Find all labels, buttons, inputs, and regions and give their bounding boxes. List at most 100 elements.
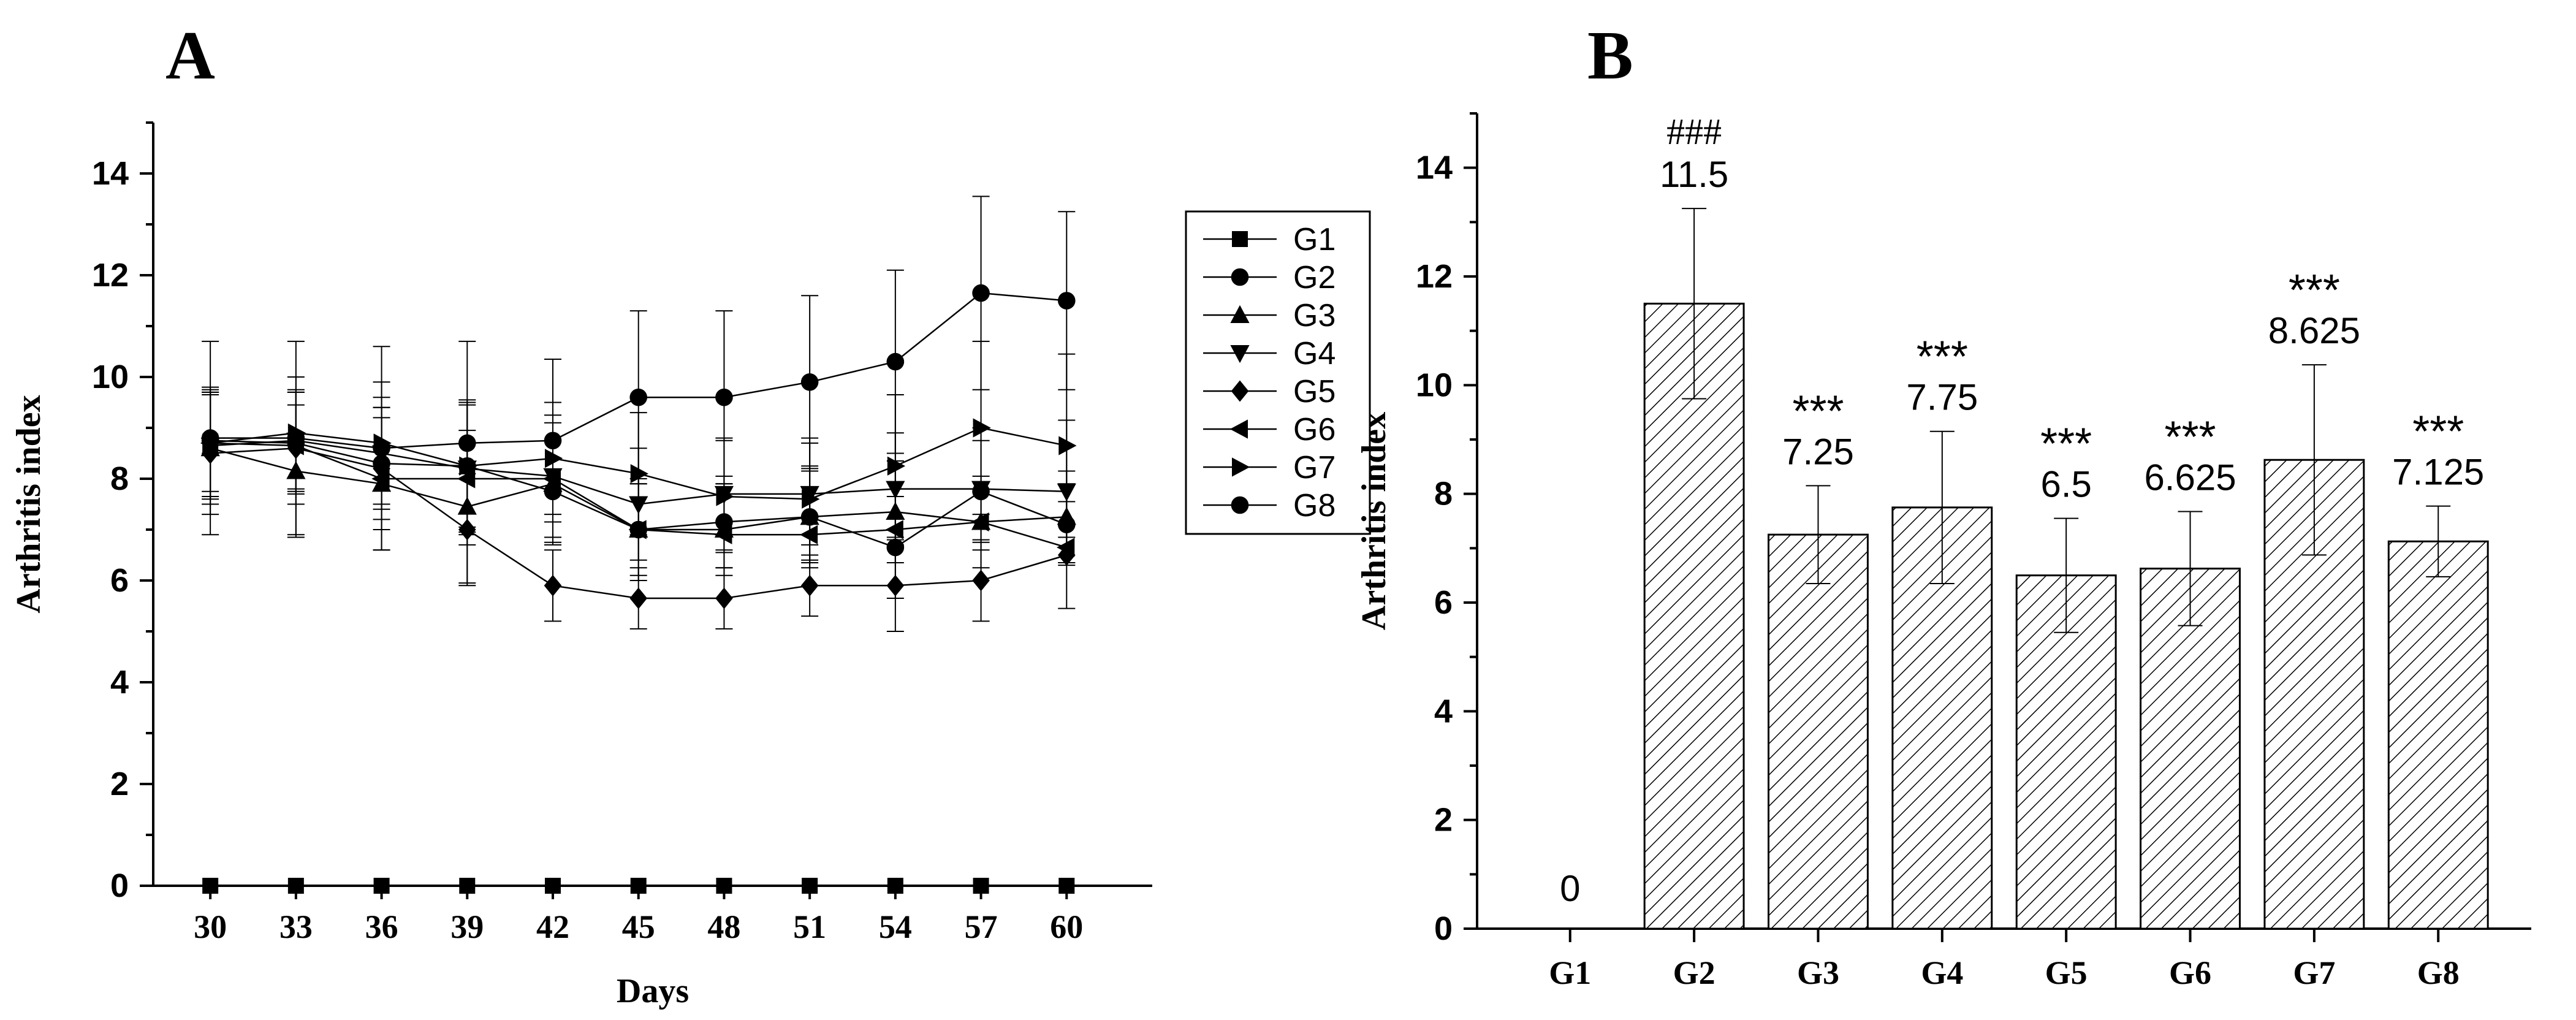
point-g6 [885,520,903,539]
bar-g6 [2140,568,2241,930]
point-g1 [287,878,304,894]
panel-a-y-tick-label: 14 [92,155,129,192]
point-g6 [1057,538,1075,557]
point-g7 [802,489,820,509]
point-g7 [1058,436,1077,455]
point-g2 [1057,292,1076,310]
point-g4 [886,481,905,499]
panel-a-x-tick-label: 36 [365,908,398,945]
significance-label-g3: *** [1792,387,1844,436]
legend-marker-g8 [1231,496,1249,514]
category-label-g6: G6 [2169,954,2211,991]
point-g8 [715,513,733,531]
panel-a-y-tick-label: 0 [110,867,129,904]
panel-a-axes: 0 2 4 6 8 10 12 14 30 33 36 39 42 45 48 51 54 57 60 [92,121,1152,945]
point-g2 [715,388,733,406]
point-g8 [800,508,819,526]
point-g8 [458,457,476,475]
bar-g5 [2015,574,2117,930]
category-label-g4: G4 [1921,954,1963,991]
point-g1 [373,878,390,894]
point-g5 [544,574,562,596]
point-g5 [715,587,733,609]
point-g5 [458,519,476,541]
point-g1 [802,878,818,894]
legend-label-g8: G8 [1293,488,1335,523]
category-label-g8: G8 [2417,954,2460,991]
point-g2 [544,432,562,450]
point-g7 [545,449,563,468]
point-g5 [800,574,819,596]
point-g2 [886,352,905,371]
point-g1 [630,878,647,894]
panel-a-y-tick-label: 6 [110,562,129,599]
significance-label-g5: *** [2040,420,2092,469]
category-label-g2: G2 [1673,954,1715,991]
panel-a-line-chart: A 0 2 4 6 8 10 12 14 30 33 36 39 42 45 48 51 54 57 60 Days… [10,18,1371,1010]
category-label-g5: G5 [2045,954,2088,991]
panel-a-y-tick-label: 8 [110,460,129,497]
category-label-g3: G3 [1797,954,1839,991]
point-g8 [886,538,905,557]
point-g8 [287,434,305,452]
legend-marker-g1 [1232,231,1248,247]
point-g2 [972,284,990,302]
point-g5 [972,569,990,592]
significance-label-g2: ### [1666,112,1722,152]
panel-b-y-tick-label: 2 [1434,802,1453,839]
panel-b-y-tick-label: 8 [1434,476,1453,512]
point-g6 [799,525,818,544]
point-g1 [459,878,476,894]
value-label-g8: 7.125 [2392,452,2484,493]
point-g7 [716,487,734,506]
panel-a-x-tick-label: 60 [1050,908,1083,945]
category-label-g1: G1 [1549,954,1591,991]
panel-b-y-tick-label: 10 [1416,367,1453,403]
point-g7 [630,464,648,484]
panel-b-value-labels: 011.5###7.25*** 7.75***6.5***6.625***8.62… [1560,112,2484,909]
panel-a-markers [200,284,1077,894]
point-g2 [800,373,819,391]
point-g3 [286,461,306,479]
panel-a-x-tick-label: 33 [279,908,313,945]
point-g8 [373,454,390,473]
bar-g8 [2387,540,2489,930]
value-label-g7: 8.625 [2268,310,2360,351]
significance-label-g8: *** [2412,408,2464,457]
point-g8 [1057,516,1076,533]
point-g3 [886,501,905,520]
legend-marker-g6 [1229,419,1248,439]
panel-a-y-tick-label: 10 [92,359,129,395]
point-g1 [1058,878,1075,894]
value-label-g1: 0 [1560,868,1580,909]
panel-a-x-axis-title: Days [617,972,689,1010]
panel-a-error-bars [202,196,1076,632]
point-g7 [373,433,392,453]
significance-label-g7: *** [2289,266,2340,315]
legend-marker-g4 [1230,345,1250,363]
panel-a-x-tick-label: 57 [965,908,998,945]
legend-label-g7: G7 [1293,450,1335,485]
point-g8 [201,432,219,450]
point-g6 [971,512,989,532]
legend-box [1185,210,1371,535]
legend-label-g4: G4 [1293,336,1335,371]
panel-b-y-tick-label: 12 [1416,258,1453,295]
point-g1 [973,878,989,894]
point-g8 [972,482,990,501]
panel-b-y-axis-title: Arthritis index [1355,412,1393,630]
point-g5 [629,587,648,609]
panel-a-y-tick-label: 12 [92,257,129,294]
point-g7 [887,456,906,476]
point-g8 [629,520,648,539]
legend-marker-g7 [1232,457,1250,477]
panel-b-bars [1643,302,2489,930]
legend-label-g1: G1 [1293,222,1335,257]
point-g4 [629,496,648,514]
panel-a-letter: A [165,18,215,94]
point-g8 [544,482,562,501]
panel-a-x-tick-label: 54 [879,908,912,945]
panel-a-x-tick-label: 48 [707,908,740,945]
